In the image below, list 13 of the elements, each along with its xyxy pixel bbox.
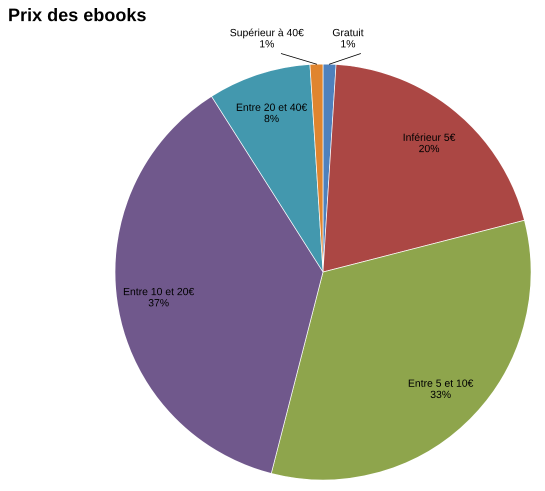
data-label: 20% — [419, 144, 440, 152]
data-label: 1% — [260, 40, 274, 48]
data-label: 1% — [341, 40, 356, 48]
chart-title: Prix des ebooks — [9, 8, 146, 22]
slice-label: Supérieur à 40€ — [230, 28, 304, 38]
slice-label: Entre 5 et 10€ — [408, 379, 474, 387]
data-label: 8% — [264, 114, 279, 122]
slice-label: Gratuit — [332, 28, 364, 36]
slice-label: Entre 10 et 20€ — [124, 288, 194, 296]
data-label: 37% — [148, 299, 169, 306]
slice-label: Entre 20 et 40€ — [236, 104, 308, 111]
data-label: 33% — [430, 390, 451, 398]
slice-label: Inférieur 5€ — [404, 133, 456, 141]
